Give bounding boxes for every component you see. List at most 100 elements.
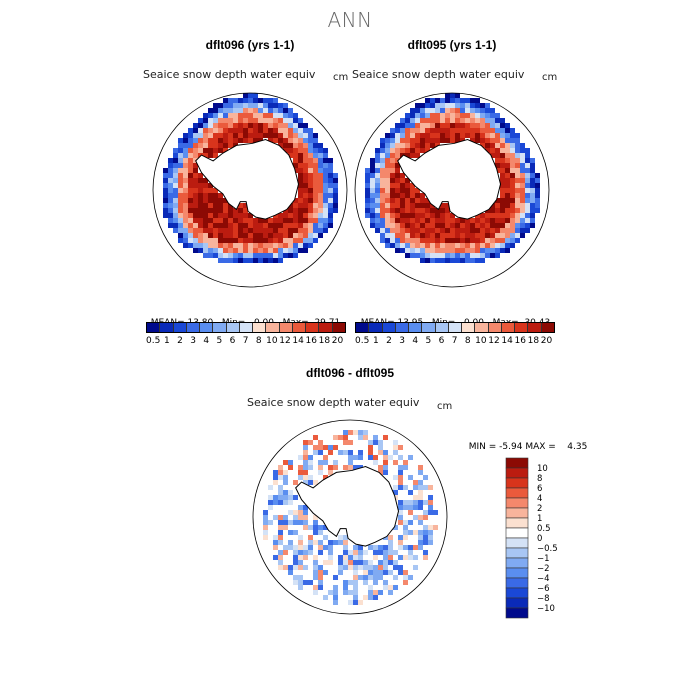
map-cell xyxy=(378,550,383,555)
map-cell xyxy=(278,253,283,258)
map-cell xyxy=(178,198,183,203)
map-cell xyxy=(370,198,375,203)
map-cell xyxy=(213,243,218,248)
map-cell xyxy=(193,153,198,158)
map-cell xyxy=(283,500,288,505)
map-cell xyxy=(430,223,435,228)
map-cell xyxy=(400,128,405,133)
map-cell xyxy=(328,158,333,163)
map-cell xyxy=(405,198,410,203)
map-cell xyxy=(293,248,298,253)
colorbar-swatch xyxy=(279,323,293,332)
map-cell xyxy=(378,450,383,455)
map-cell xyxy=(530,193,535,198)
map-cell xyxy=(168,188,173,193)
map-cell xyxy=(338,545,343,550)
map-cell xyxy=(188,138,193,143)
map-cell xyxy=(318,520,323,525)
map-cell xyxy=(218,113,223,118)
map-cell xyxy=(303,188,308,193)
panel2-title: dflt095 (yrs 1-1) xyxy=(407,38,497,52)
map-cell xyxy=(323,153,328,158)
map-cell xyxy=(298,158,303,163)
map-cell xyxy=(323,460,328,465)
map-cell xyxy=(368,565,373,570)
map-cell xyxy=(288,118,293,123)
map-cell xyxy=(298,198,303,203)
map-cell xyxy=(385,203,390,208)
map-cell xyxy=(490,118,495,123)
map-cell xyxy=(420,198,425,203)
map-cell xyxy=(263,228,268,233)
map-cell xyxy=(268,510,273,515)
map-cell xyxy=(318,158,323,163)
map-cell xyxy=(278,113,283,118)
map-cell xyxy=(430,128,435,133)
map-cell xyxy=(308,133,313,138)
map-cell xyxy=(273,138,278,143)
map-cell xyxy=(228,213,233,218)
map-cell xyxy=(308,193,313,198)
map-cell xyxy=(475,128,480,133)
map-cell xyxy=(398,580,403,585)
map-cell xyxy=(298,505,303,510)
map-cell xyxy=(233,258,238,263)
map-cell xyxy=(183,193,188,198)
map-cell xyxy=(308,440,313,445)
map-cell xyxy=(303,228,308,233)
map-cell xyxy=(213,203,218,208)
map-cell xyxy=(178,228,183,233)
map-cell xyxy=(303,193,308,198)
map-cell xyxy=(283,530,288,535)
map-cell xyxy=(223,133,228,138)
map-cell xyxy=(425,118,430,123)
map-cell xyxy=(323,590,328,595)
map-cell xyxy=(163,173,168,178)
map-cell xyxy=(383,440,388,445)
map-cell xyxy=(535,183,540,188)
map-cell xyxy=(460,253,465,258)
map-cell xyxy=(283,495,288,500)
map-cell xyxy=(383,555,388,560)
map-cell xyxy=(183,183,188,188)
map-cell xyxy=(455,103,460,108)
map-cell xyxy=(168,218,173,223)
map-cell xyxy=(323,435,328,440)
map-cell xyxy=(248,243,253,248)
map-cell xyxy=(248,103,253,108)
map-cell xyxy=(358,585,363,590)
map-cell xyxy=(410,243,415,248)
map-cell xyxy=(188,163,193,168)
map-cell xyxy=(410,183,415,188)
map-cell xyxy=(440,108,445,113)
map-cell xyxy=(353,560,358,565)
map-cell xyxy=(323,580,328,585)
map-cell xyxy=(228,228,233,233)
map-cell xyxy=(258,223,263,228)
map-cell xyxy=(388,555,393,560)
map-cell xyxy=(233,223,238,228)
map-cell xyxy=(430,118,435,123)
map-cell xyxy=(318,188,323,193)
panel2-map xyxy=(354,92,550,288)
map-cell xyxy=(293,495,298,500)
map-cell xyxy=(288,485,293,490)
map-cell xyxy=(323,525,328,530)
map-cell xyxy=(308,148,313,153)
map-cell xyxy=(238,98,243,103)
map-cell xyxy=(193,123,198,128)
map-cell xyxy=(328,565,333,570)
map-cell xyxy=(288,545,293,550)
map-cell xyxy=(283,545,288,550)
map-cell xyxy=(283,113,288,118)
map-cell xyxy=(433,510,438,515)
map-cell xyxy=(203,133,208,138)
map-cell xyxy=(303,168,308,173)
map-cell xyxy=(218,228,223,233)
map-cell xyxy=(485,228,490,233)
map-cell xyxy=(313,173,318,178)
map-cell xyxy=(308,218,313,223)
map-cell xyxy=(253,128,258,133)
map-cell xyxy=(515,233,520,238)
map-cell xyxy=(510,228,515,233)
